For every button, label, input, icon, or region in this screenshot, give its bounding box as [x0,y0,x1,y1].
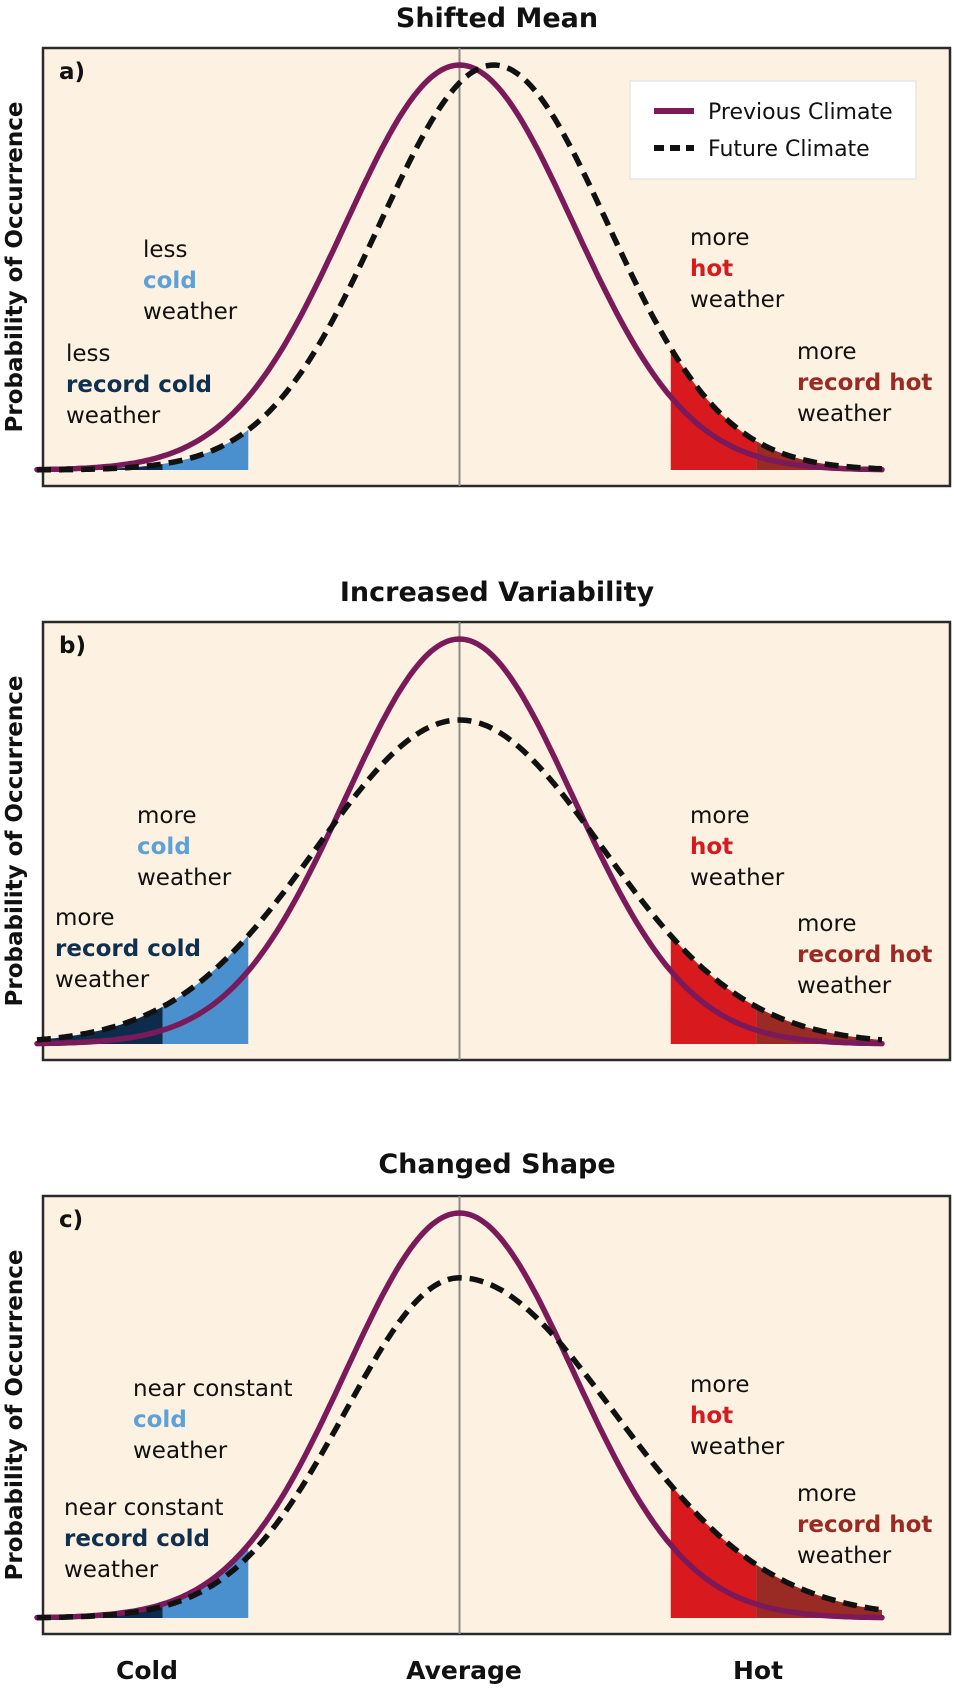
annotation-line: weather [690,287,785,313]
chart-title: Changed Shape [378,1149,615,1180]
legend: Previous Climate Future Climate [629,80,917,180]
legend-label: Future Climate [708,137,870,162]
annotation-line: near constant [133,1376,293,1402]
annotation-line: weather [133,1438,228,1464]
annotation-line: weather [690,1434,785,1460]
hot-region [670,935,757,1044]
annotation-4: more record hot weather [797,1481,932,1569]
x-axis-label-cold: Cold [116,1656,178,1685]
annotation-line: weather [143,299,238,325]
chart-panel-3: Changed Shape Probability of Occurrence c)… [2,1149,952,1636]
future-climate-curve [36,717,883,1043]
annotation-line: hot [690,256,733,282]
chart-title: Increased Variability [340,577,655,608]
annotation-line: record cold [55,936,201,962]
annotation-line: more [137,803,197,829]
cold-region [162,935,249,1044]
annotation-line: record cold [64,1526,210,1552]
chart-panel-2: Increased Variability Probability of Occu… [2,577,952,1062]
annotation-line: near constant [64,1495,224,1521]
annotation-1: near constant cold weather [133,1376,293,1464]
future-climate-curve [37,1275,883,1621]
annotation-line: more [797,339,857,365]
annotation-line: more [690,803,750,829]
annotation-line: less [143,237,188,263]
annotation-line: weather [797,1543,892,1569]
panel-letter: b) [59,633,86,659]
annotation-2: near constant record cold weather [64,1495,224,1583]
annotation-line: weather [55,967,150,993]
chart-title: Shifted Mean [396,3,598,34]
legend-box [629,80,917,180]
annotation-1: more cold weather [137,803,232,891]
annotation-line: weather [797,973,892,999]
annotation-line: weather [66,403,161,429]
annotation-line: record hot [797,942,932,968]
annotation-line: cold [137,834,191,860]
annotation-line: more [797,1481,857,1507]
y-axis-label: Probability of Occurrence [2,1250,28,1581]
annotation-line: cold [143,268,197,294]
annotation-line: more [690,1372,750,1398]
annotation-line: weather [137,865,232,891]
annotation-2: less record cold weather [66,341,212,429]
record-cold-region [37,1006,163,1044]
annotation-line: hot [690,1403,733,1429]
panel-letter: c) [59,1207,83,1233]
cold-region [162,429,249,470]
annotation-line: record cold [66,372,212,398]
cold-region [162,1544,249,1618]
annotation-3: more hot weather [690,803,785,891]
annotation-4: more record hot weather [797,339,932,427]
annotation-line: weather [797,401,892,427]
annotation-3: more hot weather [690,1372,785,1460]
annotation-line: weather [690,865,785,891]
annotation-line: more [690,225,750,251]
annotation-line: more [55,905,115,931]
annotation-2: more record cold weather [55,905,201,993]
plot-area [41,1194,952,1636]
previous-climate-curve [34,62,885,473]
annotation-line: record hot [797,1512,932,1538]
legend-label: Previous Climate [708,100,893,125]
chart-panel-1: Shifted Mean Probability of Occurrence a) l… [2,3,952,488]
y-axis-label: Probability of Occurrence [2,102,28,433]
hot-region [670,1485,757,1618]
previous-climate-curve [34,1210,885,1621]
annotation-line: less [66,341,111,367]
annotation-line: cold [133,1407,187,1433]
previous-climate-curve [34,636,885,1047]
future-climate-curve [36,62,883,473]
annotation-4: more record hot weather [797,911,932,999]
annotation-3: more hot weather [690,225,785,313]
y-axis-label: Probability of Occurrence [2,676,28,1007]
annotation-line: record hot [797,370,932,396]
annotation-line: hot [690,834,733,860]
annotation-1: less cold weather [143,237,238,325]
annotation-line: more [797,911,857,937]
x-axis-label-average: Average [406,1656,522,1685]
record-hot-region [756,1006,882,1044]
panel-letter: a) [59,59,85,85]
x-axis-label-hot: Hot [733,1656,783,1685]
annotation-line: weather [64,1557,159,1583]
